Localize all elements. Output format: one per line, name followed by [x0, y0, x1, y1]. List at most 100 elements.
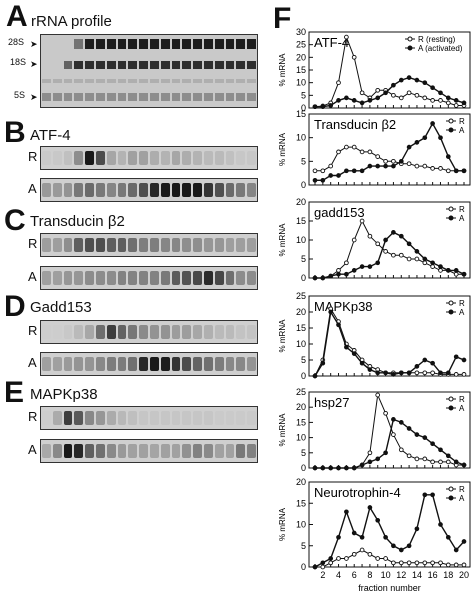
legend-label: A	[459, 214, 465, 223]
row-label-r-e: R	[28, 409, 38, 424]
rrna-band	[128, 39, 138, 49]
data-point	[344, 556, 349, 561]
y-tick-label: 25	[296, 387, 306, 397]
data-point	[414, 456, 420, 462]
blot-band	[171, 357, 181, 371]
data-point	[375, 370, 381, 376]
blot-band	[139, 357, 148, 371]
rrna-band	[85, 61, 94, 69]
data-point	[367, 233, 373, 239]
data-point	[414, 92, 420, 98]
data-point	[359, 547, 365, 553]
legend-marker	[448, 127, 454, 133]
rrna-band	[74, 39, 84, 49]
data-point	[406, 256, 412, 262]
data-point	[422, 95, 428, 101]
data-point	[328, 560, 334, 566]
marker-28s: 28S	[8, 37, 25, 47]
chart-title: MAPKp38	[314, 299, 373, 314]
panel-title-c: Transducin β2	[30, 213, 125, 230]
rrna-band	[182, 61, 192, 69]
data-point	[453, 459, 459, 465]
blot-band	[193, 183, 202, 197]
blot-band	[52, 325, 62, 339]
rrna-band	[139, 61, 148, 69]
blot-band	[74, 411, 84, 425]
blot-band	[63, 183, 73, 197]
blot-band	[139, 271, 148, 285]
blot-band	[117, 325, 127, 339]
y-tick-label: 25	[296, 291, 306, 301]
blot-band	[225, 325, 235, 339]
data-point	[430, 560, 435, 566]
legend-label: A	[459, 494, 465, 503]
y-tick-label: 20	[296, 52, 306, 62]
row-label-a-e: A	[28, 442, 37, 457]
blot-band	[150, 444, 159, 458]
blot-band	[96, 238, 105, 252]
blot-band	[150, 325, 159, 339]
data-point	[430, 360, 435, 366]
data-point	[398, 547, 404, 553]
data-point	[422, 357, 428, 363]
data-point	[359, 100, 365, 106]
rrna-band	[150, 93, 159, 101]
data-point	[375, 163, 381, 169]
data-point	[336, 322, 341, 328]
blot-band	[236, 271, 246, 285]
blot-band	[52, 271, 62, 285]
rrna-band	[214, 93, 224, 101]
data-point	[391, 432, 396, 437]
blot-band	[160, 271, 170, 285]
data-point	[406, 370, 412, 376]
data-point	[375, 456, 381, 462]
rrna-band	[160, 61, 170, 69]
blot-band	[225, 151, 235, 165]
blot-band	[63, 271, 73, 285]
rrna-band	[96, 39, 105, 49]
blot-band	[117, 183, 127, 197]
rrna-band	[117, 61, 127, 69]
data-point	[375, 87, 381, 93]
rrna-band	[247, 79, 256, 83]
rrna-band	[150, 61, 159, 69]
blot-band	[85, 271, 94, 285]
row-label-r-d: R	[28, 323, 38, 338]
blot-band	[160, 325, 170, 339]
mapkp38-activated-blot	[40, 439, 258, 463]
blot-band	[236, 238, 246, 252]
data-point	[312, 104, 318, 110]
data-point	[453, 103, 459, 108]
blot-band	[63, 325, 73, 339]
rrna-band	[63, 61, 73, 69]
blot-band	[236, 357, 246, 371]
blot-band	[193, 238, 202, 252]
blot-band	[42, 444, 51, 458]
data-point	[414, 560, 420, 566]
blot-band	[139, 411, 148, 425]
legend-label: A	[459, 404, 465, 413]
data-point	[406, 144, 412, 150]
x-tick-label: 6	[352, 570, 357, 580]
data-point	[344, 95, 349, 101]
y-axis-label: % mRNA	[278, 507, 287, 541]
data-point	[430, 441, 435, 447]
blot-band	[96, 325, 105, 339]
blot-band	[96, 271, 105, 285]
blot-band	[214, 183, 224, 197]
blot-band	[139, 238, 148, 252]
panel-letter-e: E	[4, 376, 25, 409]
data-point	[445, 459, 451, 465]
data-point	[383, 450, 388, 456]
legend-label: A	[459, 308, 465, 317]
data-point	[391, 560, 396, 566]
data-point	[414, 526, 420, 532]
data-point	[328, 163, 334, 169]
rrna-band	[182, 93, 192, 101]
blot-band	[236, 325, 246, 339]
chart-title: hsp27	[314, 395, 349, 410]
data-point	[398, 158, 404, 164]
data-point	[414, 370, 420, 376]
data-point	[320, 564, 326, 570]
data-point	[430, 492, 435, 498]
